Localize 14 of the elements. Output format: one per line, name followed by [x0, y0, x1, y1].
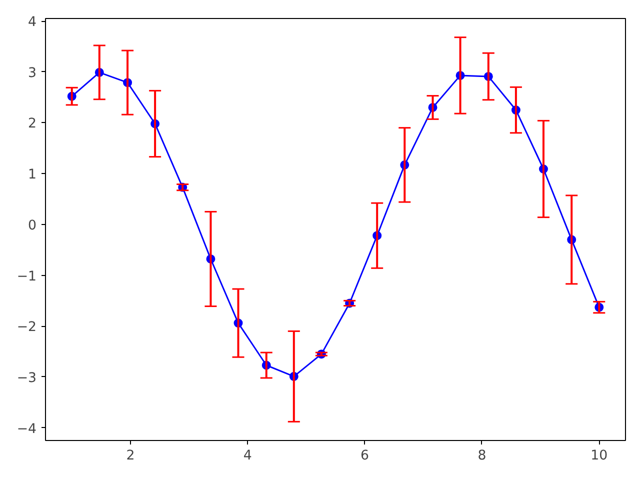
x-tick-label: 8 — [478, 448, 486, 464]
x-tick-label: 6 — [360, 448, 370, 464]
x-tick-label: 10 — [590, 448, 608, 464]
y-tick-label: −3 — [16, 370, 37, 386]
y-tick-label: 4 — [28, 15, 37, 30]
y-tick-label: 2 — [28, 116, 37, 132]
y-tick-label: −4 — [16, 422, 37, 437]
y-tick-label: 3 — [28, 66, 37, 81]
y-tick-label: 0 — [28, 218, 37, 234]
x-tick-label: 2 — [126, 448, 135, 464]
y-tick-label: −1 — [16, 269, 37, 284]
y-tick-label: −2 — [16, 320, 37, 336]
x-tick-label: 4 — [243, 448, 252, 464]
y-tick-label: 1 — [28, 168, 37, 183]
